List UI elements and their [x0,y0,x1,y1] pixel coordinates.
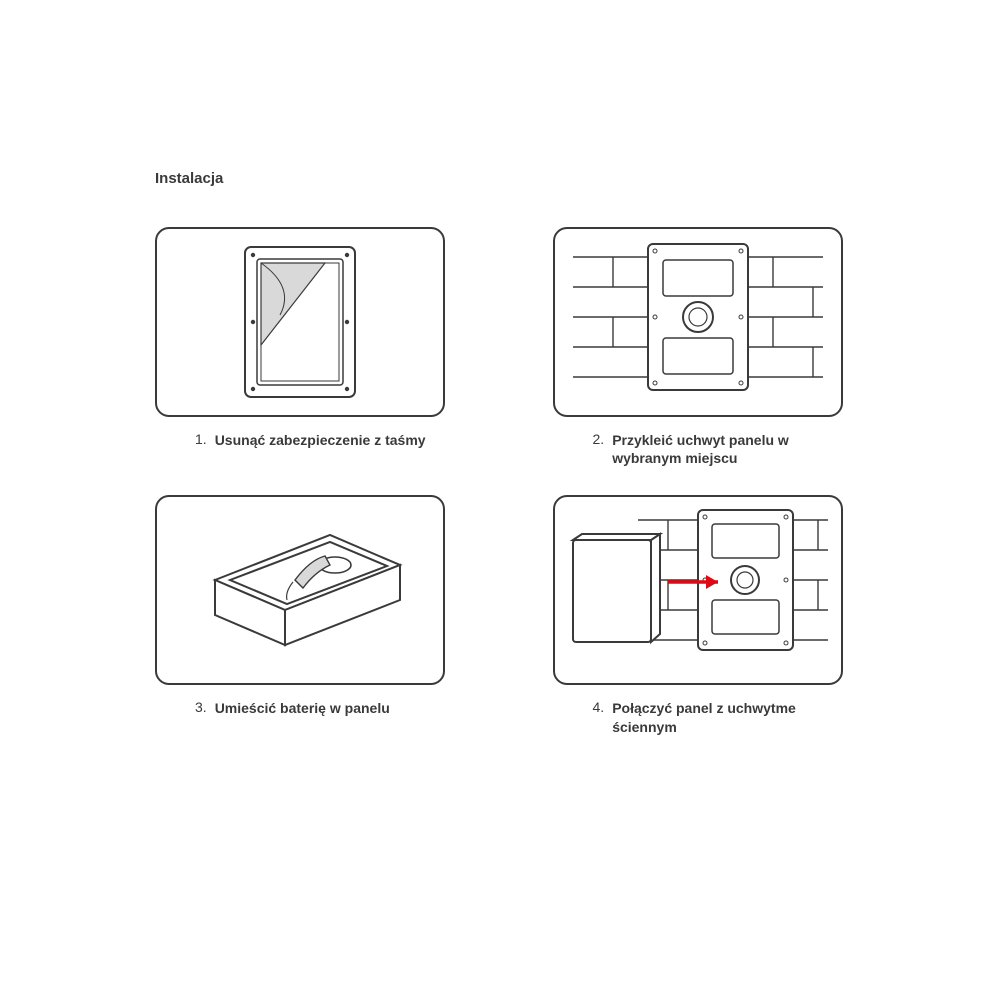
panel-battery-icon [175,510,425,670]
step-text: Umieścić baterię w panelu [215,699,390,717]
step-2-illustration [553,227,843,417]
step-number: 3. [195,699,207,717]
step-1-illustration [155,227,445,417]
step-1: 1. Usunąć zabezpieczenie z taśmy [155,227,483,467]
step-4: 4. Połączyć panel z uchwytme ściennym [553,495,881,735]
step-text: Przykleić uchwyt panelu w wybranym miejs… [612,431,852,467]
steps-grid: 1. Usunąć zabezpieczenie z taśmy [155,227,880,736]
bracket-peel-icon [215,237,385,407]
panel-attach-icon [558,500,838,680]
step-4-illustration [553,495,843,685]
page-title: Instalacja [155,170,880,187]
step-text: Usunąć zabezpieczenie z taśmy [215,431,426,449]
step-number: 1. [195,431,207,449]
bracket-wall-icon [563,232,833,412]
step-1-caption: 1. Usunąć zabezpieczenie z taśmy [155,431,455,449]
step-number: 4. [593,699,605,735]
step-2: 2. Przykleić uchwyt panelu w wybranym mi… [553,227,881,467]
step-3-caption: 3. Umieścić baterię w panelu [155,699,455,717]
step-2-caption: 2. Przykleić uchwyt panelu w wybranym mi… [553,431,853,467]
step-3-illustration [155,495,445,685]
step-4-caption: 4. Połączyć panel z uchwytme ściennym [553,699,853,735]
page: Instalacja [0,0,1000,736]
step-3: 3. Umieścić baterię w panelu [155,495,483,735]
step-text: Połączyć panel z uchwytme ściennym [612,699,852,735]
step-number: 2. [593,431,605,467]
